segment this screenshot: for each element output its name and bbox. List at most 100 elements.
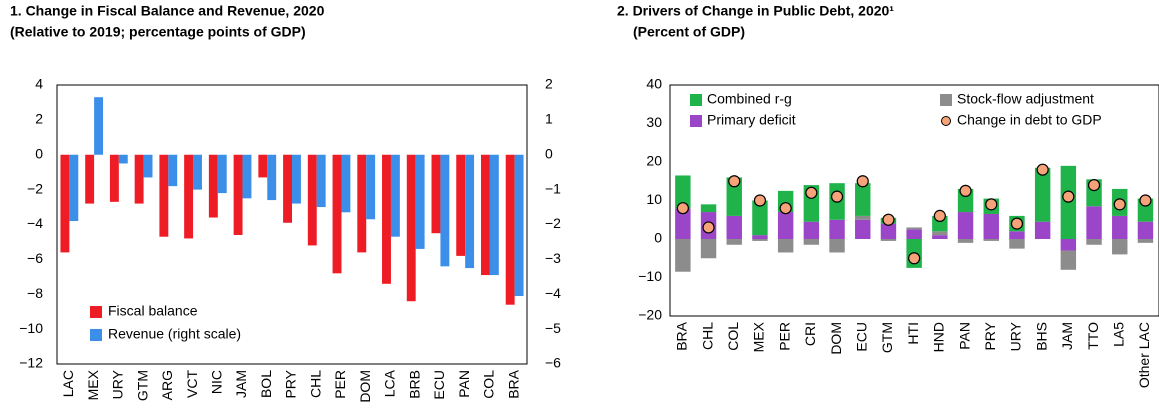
- bar: [184, 154, 194, 239]
- y-tick-label: −8: [27, 285, 43, 301]
- x-tick-label: CRI: [802, 322, 818, 346]
- bar-segment: [932, 235, 948, 239]
- bar: [431, 154, 441, 234]
- x-tick-label: COL: [481, 370, 497, 399]
- bar: [85, 154, 95, 204]
- debt-change-dot: [959, 184, 972, 197]
- x-tick-label: BHS: [1033, 322, 1049, 351]
- legend-label: Change in debt to GDP: [957, 112, 1102, 128]
- y-tick-label: −2: [545, 215, 561, 231]
- bar: [292, 154, 301, 204]
- x-tick-label: LAC: [60, 370, 76, 397]
- legend-swatch: [690, 94, 702, 106]
- bar: [208, 154, 218, 218]
- x-tick-label: MEX: [85, 369, 101, 400]
- x-tick-label: BOL: [258, 370, 274, 398]
- bar-segment: [726, 239, 742, 245]
- bar: [357, 154, 367, 253]
- bar: [168, 154, 178, 187]
- debt-change-dot: [676, 202, 689, 215]
- legend-label: Combined r-g: [707, 91, 792, 107]
- y-tick-label: 0: [654, 230, 662, 246]
- bar-segment: [855, 215, 871, 220]
- bar-segment: [1112, 239, 1128, 255]
- x-tick-label: BRA: [505, 369, 521, 398]
- bar: [341, 154, 351, 213]
- bar: [94, 97, 104, 155]
- bar-segment: [803, 221, 820, 239]
- y-tick-label: 30: [646, 114, 662, 130]
- bar: [489, 154, 499, 276]
- bar: [505, 154, 515, 305]
- x-tick-label: DOM: [828, 322, 844, 355]
- x-tick-label: MEX: [751, 321, 767, 352]
- x-tick-label: PER: [776, 322, 792, 351]
- x-tick-label: LCA: [382, 369, 398, 397]
- x-tick-label: JAM: [1059, 322, 1075, 350]
- y-tick-label: −3: [545, 250, 561, 266]
- bar-segment: [1060, 239, 1077, 251]
- debt-change-dot: [908, 252, 921, 265]
- chart-subtitle: (Percent of GDP): [633, 24, 745, 40]
- debt-change-dot: [1113, 198, 1126, 211]
- bar-segment: [726, 215, 742, 239]
- bar: [332, 154, 342, 274]
- bar-segment: [1009, 231, 1025, 239]
- x-tick-label: URY: [110, 369, 126, 399]
- bar-segment: [1034, 167, 1051, 222]
- y-tick-label: 0: [35, 145, 43, 161]
- bar: [440, 154, 450, 267]
- legend-swatch: [90, 329, 102, 341]
- x-tick-label: HND: [931, 322, 947, 352]
- y-tick-label: −10: [638, 268, 662, 284]
- x-tick-label: DOM: [357, 370, 373, 403]
- debt-change-dot: [882, 213, 895, 226]
- bar-segment: [1009, 239, 1025, 249]
- x-tick-label: JAM: [233, 370, 249, 398]
- legend-label: Fiscal balance: [108, 303, 198, 319]
- bar-segment: [1086, 206, 1102, 239]
- x-tick-label: PER: [332, 370, 348, 399]
- x-tick-label: ARG: [159, 370, 175, 400]
- debt-change-dot: [702, 221, 715, 234]
- bar: [283, 154, 292, 223]
- x-tick-label: PAN: [956, 322, 972, 350]
- bar: [60, 154, 70, 253]
- y-tick-label: −4: [545, 285, 561, 301]
- bar-segment: [726, 177, 742, 216]
- bar-segment: [752, 235, 768, 239]
- x-tick-label: URY: [1008, 321, 1024, 351]
- x-tick-label: GTM: [134, 370, 150, 401]
- bar: [134, 154, 144, 204]
- bar-segment: [700, 204, 717, 213]
- x-tick-label: PRY: [982, 321, 998, 350]
- bar-segment: [675, 175, 691, 209]
- x-tick-label: COL: [725, 322, 741, 351]
- x-tick-label: CHL: [307, 370, 323, 398]
- plot-frame: [669, 84, 1159, 317]
- x-tick-label: TTO: [1085, 322, 1101, 350]
- bar: [316, 154, 326, 208]
- y-tick-label: 1: [545, 111, 553, 127]
- x-tick-label: BRA: [674, 321, 690, 350]
- debt-change-dot: [1036, 163, 1049, 176]
- debt-change-dot: [728, 175, 741, 188]
- x-tick-label: PAN: [456, 370, 472, 398]
- bar-segment: [752, 239, 768, 241]
- bar: [159, 154, 169, 237]
- bar-segment: [880, 239, 897, 241]
- bar: [456, 154, 466, 256]
- bar: [480, 154, 490, 276]
- debt-change-dot: [805, 186, 818, 199]
- bar-segment: [777, 212, 794, 239]
- y-tick-label: 20: [646, 153, 662, 169]
- legend-swatch: [940, 94, 952, 106]
- bar-segment: [752, 200, 768, 236]
- bar-segment: [1137, 239, 1154, 243]
- y-tick-label: −12: [19, 355, 43, 371]
- y-tick-label: −2: [27, 180, 43, 196]
- bar: [217, 154, 227, 194]
- bar: [69, 154, 79, 222]
- chart-title: 2. Drivers of Change in Public Debt, 202…: [617, 3, 894, 19]
